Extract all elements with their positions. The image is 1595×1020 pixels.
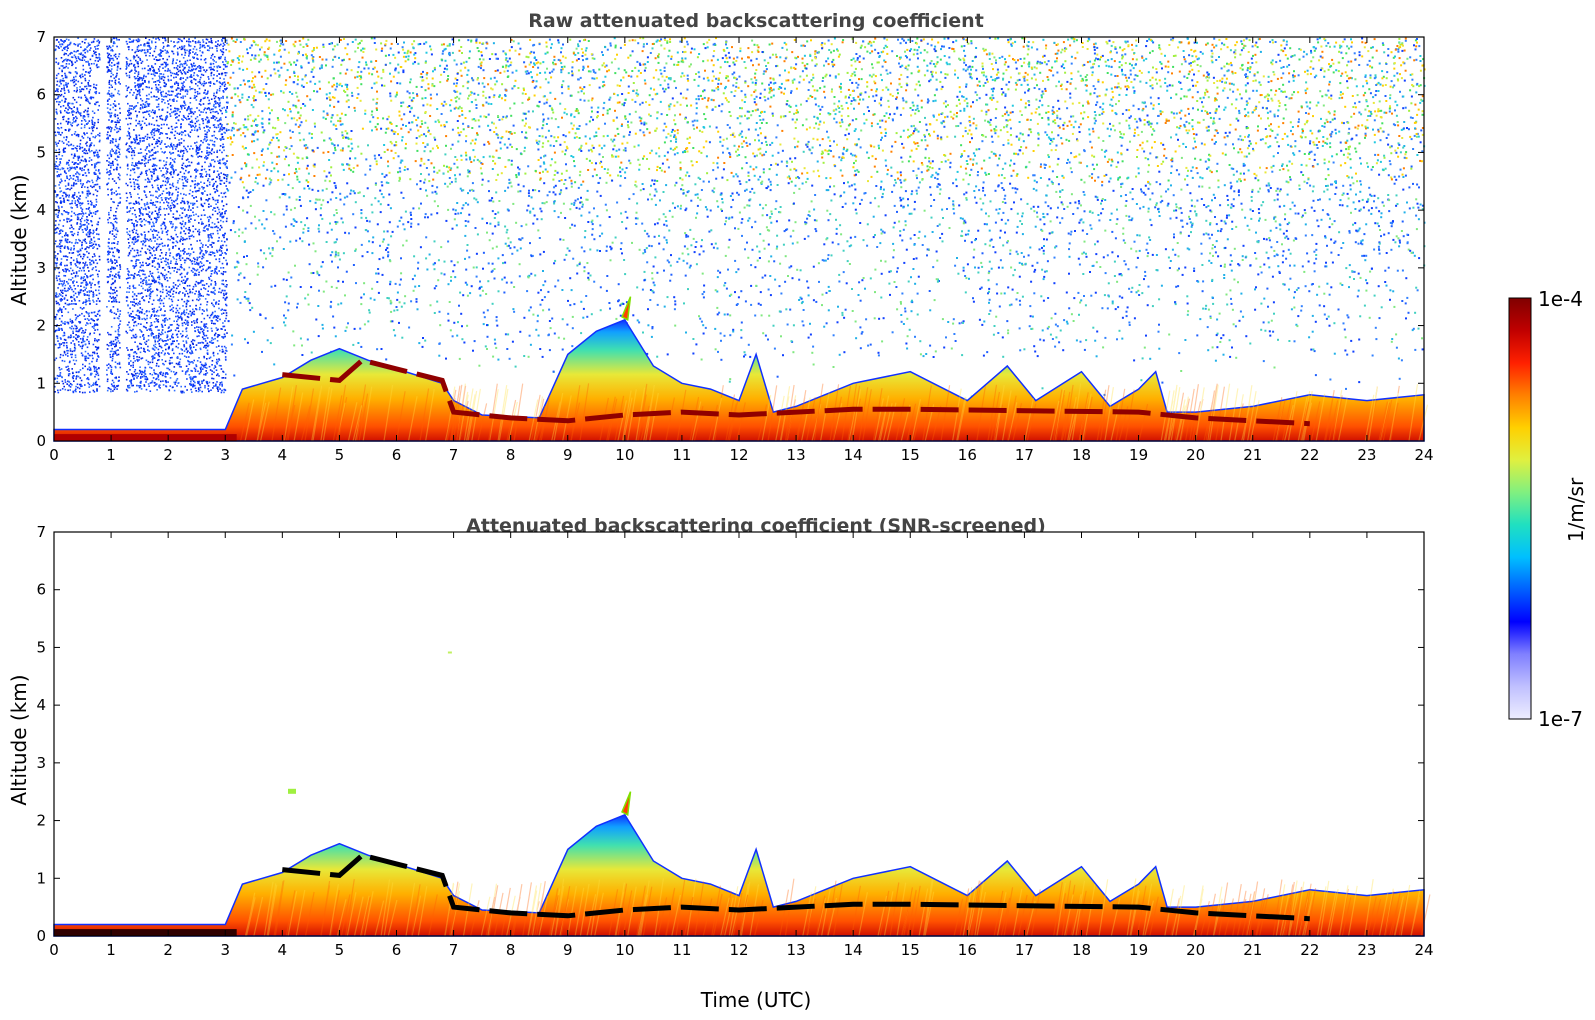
x-tick-label: 10 xyxy=(615,446,634,464)
elevated-cloud xyxy=(621,296,632,321)
x-tick-label: 4 xyxy=(278,941,288,959)
x-tick-label: 18 xyxy=(1072,446,1091,464)
x-tick-label: 3 xyxy=(220,446,230,464)
surface-layer xyxy=(54,929,237,936)
panel-screened-ylabel: Altitude (km) xyxy=(7,674,31,805)
x-tick-label: 9 xyxy=(563,941,573,959)
x-tick-label: 4 xyxy=(278,446,288,464)
layer-streaks xyxy=(240,383,1429,442)
y-tick-label: 5 xyxy=(36,143,46,161)
colorbar: 1e-4 1e-7 1/m/sr xyxy=(1508,287,1588,731)
x-tick-label: 23 xyxy=(1357,446,1376,464)
colorbar-bottom-label: 1e-7 xyxy=(1538,707,1583,731)
x-tick-label: 17 xyxy=(1015,446,1034,464)
x-tick-label: 12 xyxy=(729,446,748,464)
panel-screened-plot xyxy=(53,532,1431,937)
x-tick-label: 20 xyxy=(1186,446,1205,464)
x-tick-label: 1 xyxy=(106,446,116,464)
noise-block-early xyxy=(54,37,228,394)
x-tick-label: 12 xyxy=(729,941,748,959)
x-tick-label: 14 xyxy=(844,446,863,464)
x-tick-label: 24 xyxy=(1414,446,1433,464)
panel-raw: Raw attenuated backscattering coefficien… xyxy=(7,10,1434,464)
panel-raw-ylabel: Altitude (km) xyxy=(7,174,31,305)
x-tick-label: 15 xyxy=(901,941,920,959)
isolated-feature xyxy=(447,651,452,654)
y-tick-label: 4 xyxy=(36,201,46,219)
x-tick-label: 2 xyxy=(163,941,173,959)
x-tick-label: 6 xyxy=(392,941,402,959)
x-tick-label: 13 xyxy=(787,446,806,464)
x-tick-label: 0 xyxy=(49,941,59,959)
cloud-base-line xyxy=(282,357,1310,427)
x-tick-label: 18 xyxy=(1072,941,1091,959)
x-tick-label: 8 xyxy=(506,446,516,464)
cloud-base-line xyxy=(282,852,1310,922)
colorbar-top-label: 1e-4 xyxy=(1538,287,1583,311)
x-tick-label: 16 xyxy=(958,941,977,959)
x-tick-label: 3 xyxy=(220,941,230,959)
x-tick-label: 6 xyxy=(392,446,402,464)
x-tick-label: 23 xyxy=(1357,941,1376,959)
x-tick-label: 9 xyxy=(563,446,573,464)
y-tick-label: 1 xyxy=(36,869,46,887)
y-tick-label: 2 xyxy=(36,812,46,830)
x-tick-label: 10 xyxy=(615,941,634,959)
x-tick-label: 20 xyxy=(1186,941,1205,959)
panel-screened-xlabel: Time (UTC) xyxy=(700,988,812,1012)
y-tick-label: 6 xyxy=(36,581,46,599)
y-tick-label: 0 xyxy=(36,927,46,945)
x-tick-label: 19 xyxy=(1129,446,1148,464)
colorbar-units-label: 1/m/sr xyxy=(1564,477,1588,542)
isolated-feature xyxy=(288,788,296,794)
y-tick-label: 7 xyxy=(36,28,46,46)
y-tick-label: 2 xyxy=(36,317,46,335)
x-tick-label: 19 xyxy=(1129,941,1148,959)
panel-screened-axes: 0 1 2 3 4 5 6 7 8 9 10 11 12 13 14 15 16 17 18 19 20 21 22 23 24… xyxy=(36,523,1433,959)
x-tick-label: 22 xyxy=(1300,941,1319,959)
y-tick-label: 0 xyxy=(36,432,46,450)
x-tick-label: 24 xyxy=(1414,941,1433,959)
y-tick-label: 6 xyxy=(36,86,46,104)
panel-raw-axes: 0 1 2 3 4 5 6 7 8 9 10 11 12 13 14 15 16 17 18 19 20 21 22 23 24… xyxy=(36,28,1433,464)
x-tick-label: 17 xyxy=(1015,941,1034,959)
x-tick-label: 15 xyxy=(901,446,920,464)
x-tick-label: 0 xyxy=(49,446,59,464)
x-tick-label: 2 xyxy=(163,446,173,464)
plot-background xyxy=(54,37,1424,441)
surface-layer xyxy=(54,434,237,441)
x-tick-label: 8 xyxy=(506,941,516,959)
x-tick-label: 22 xyxy=(1300,446,1319,464)
panel-raw-title: Raw attenuated backscattering coefficien… xyxy=(528,10,984,32)
x-tick-label: 21 xyxy=(1243,941,1262,959)
x-tick-label: 11 xyxy=(672,446,691,464)
y-tick-label: 4 xyxy=(36,696,46,714)
y-tick-label: 7 xyxy=(36,523,46,541)
y-tick-label: 3 xyxy=(36,754,46,772)
x-tick-label: 11 xyxy=(672,941,691,959)
colorbar-scale xyxy=(1508,297,1532,720)
x-tick-label: 16 xyxy=(958,446,977,464)
x-tick-label: 14 xyxy=(844,941,863,959)
x-tick-label: 1 xyxy=(106,941,116,959)
panel-screened: Attenuated backscattering coefficient (S… xyxy=(7,515,1434,1012)
x-tick-label: 7 xyxy=(449,446,459,464)
y-tick-label: 1 xyxy=(36,374,46,392)
plot-background xyxy=(54,532,1424,936)
x-tick-label: 21 xyxy=(1243,446,1262,464)
x-tick-label: 13 xyxy=(787,941,806,959)
x-tick-label: 5 xyxy=(335,941,345,959)
noise-field xyxy=(225,37,1426,422)
y-tick-label: 3 xyxy=(36,259,46,277)
y-tick-label: 5 xyxy=(36,638,46,656)
x-tick-label: 7 xyxy=(449,941,459,959)
panel-raw-plot xyxy=(53,37,1429,442)
x-tick-label: 5 xyxy=(335,446,345,464)
elevated-cloud xyxy=(621,791,632,816)
